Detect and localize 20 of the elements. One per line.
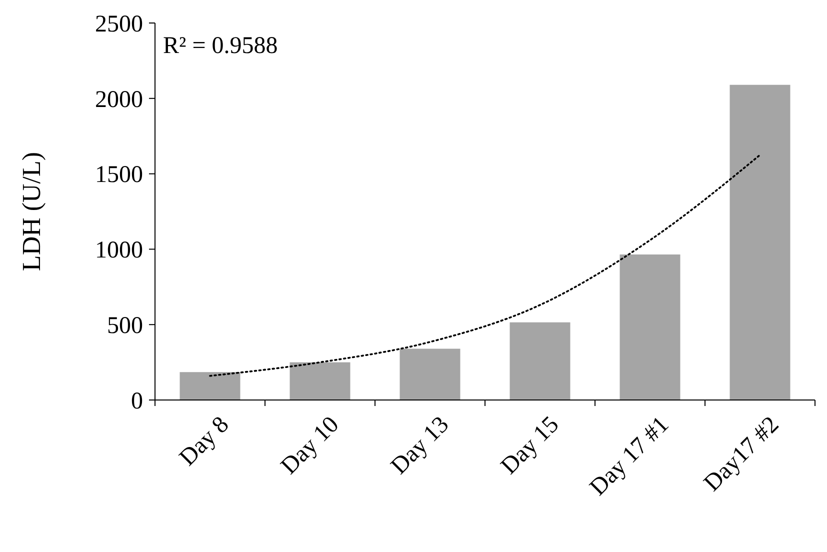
y-tick-label: 2500	[95, 11, 143, 38]
y-tick-label: 2000	[95, 86, 143, 113]
y-tick-label: 500	[107, 313, 143, 339]
annotation: R² = 0.9588	[163, 33, 278, 59]
bar	[180, 372, 240, 400]
line-series	[209, 154, 761, 377]
bar	[290, 362, 350, 400]
bar	[620, 254, 680, 400]
y-tick-label: 1500	[95, 162, 143, 188]
x-tick-label: Day 10	[276, 412, 344, 480]
y-tick-label: 0	[131, 388, 143, 414]
x-tick-label: Day 8	[174, 412, 234, 472]
y-tick-label: 1000	[95, 238, 143, 264]
x-tick-label: Day 17 #1	[585, 412, 674, 501]
bar	[510, 322, 570, 400]
bar	[400, 348, 460, 400]
x-tick-label: Day 15	[496, 412, 564, 480]
x-tick-label: Day 13	[386, 412, 454, 480]
bar	[730, 84, 790, 400]
y-axis-title: LDH (U/L)	[17, 152, 46, 272]
